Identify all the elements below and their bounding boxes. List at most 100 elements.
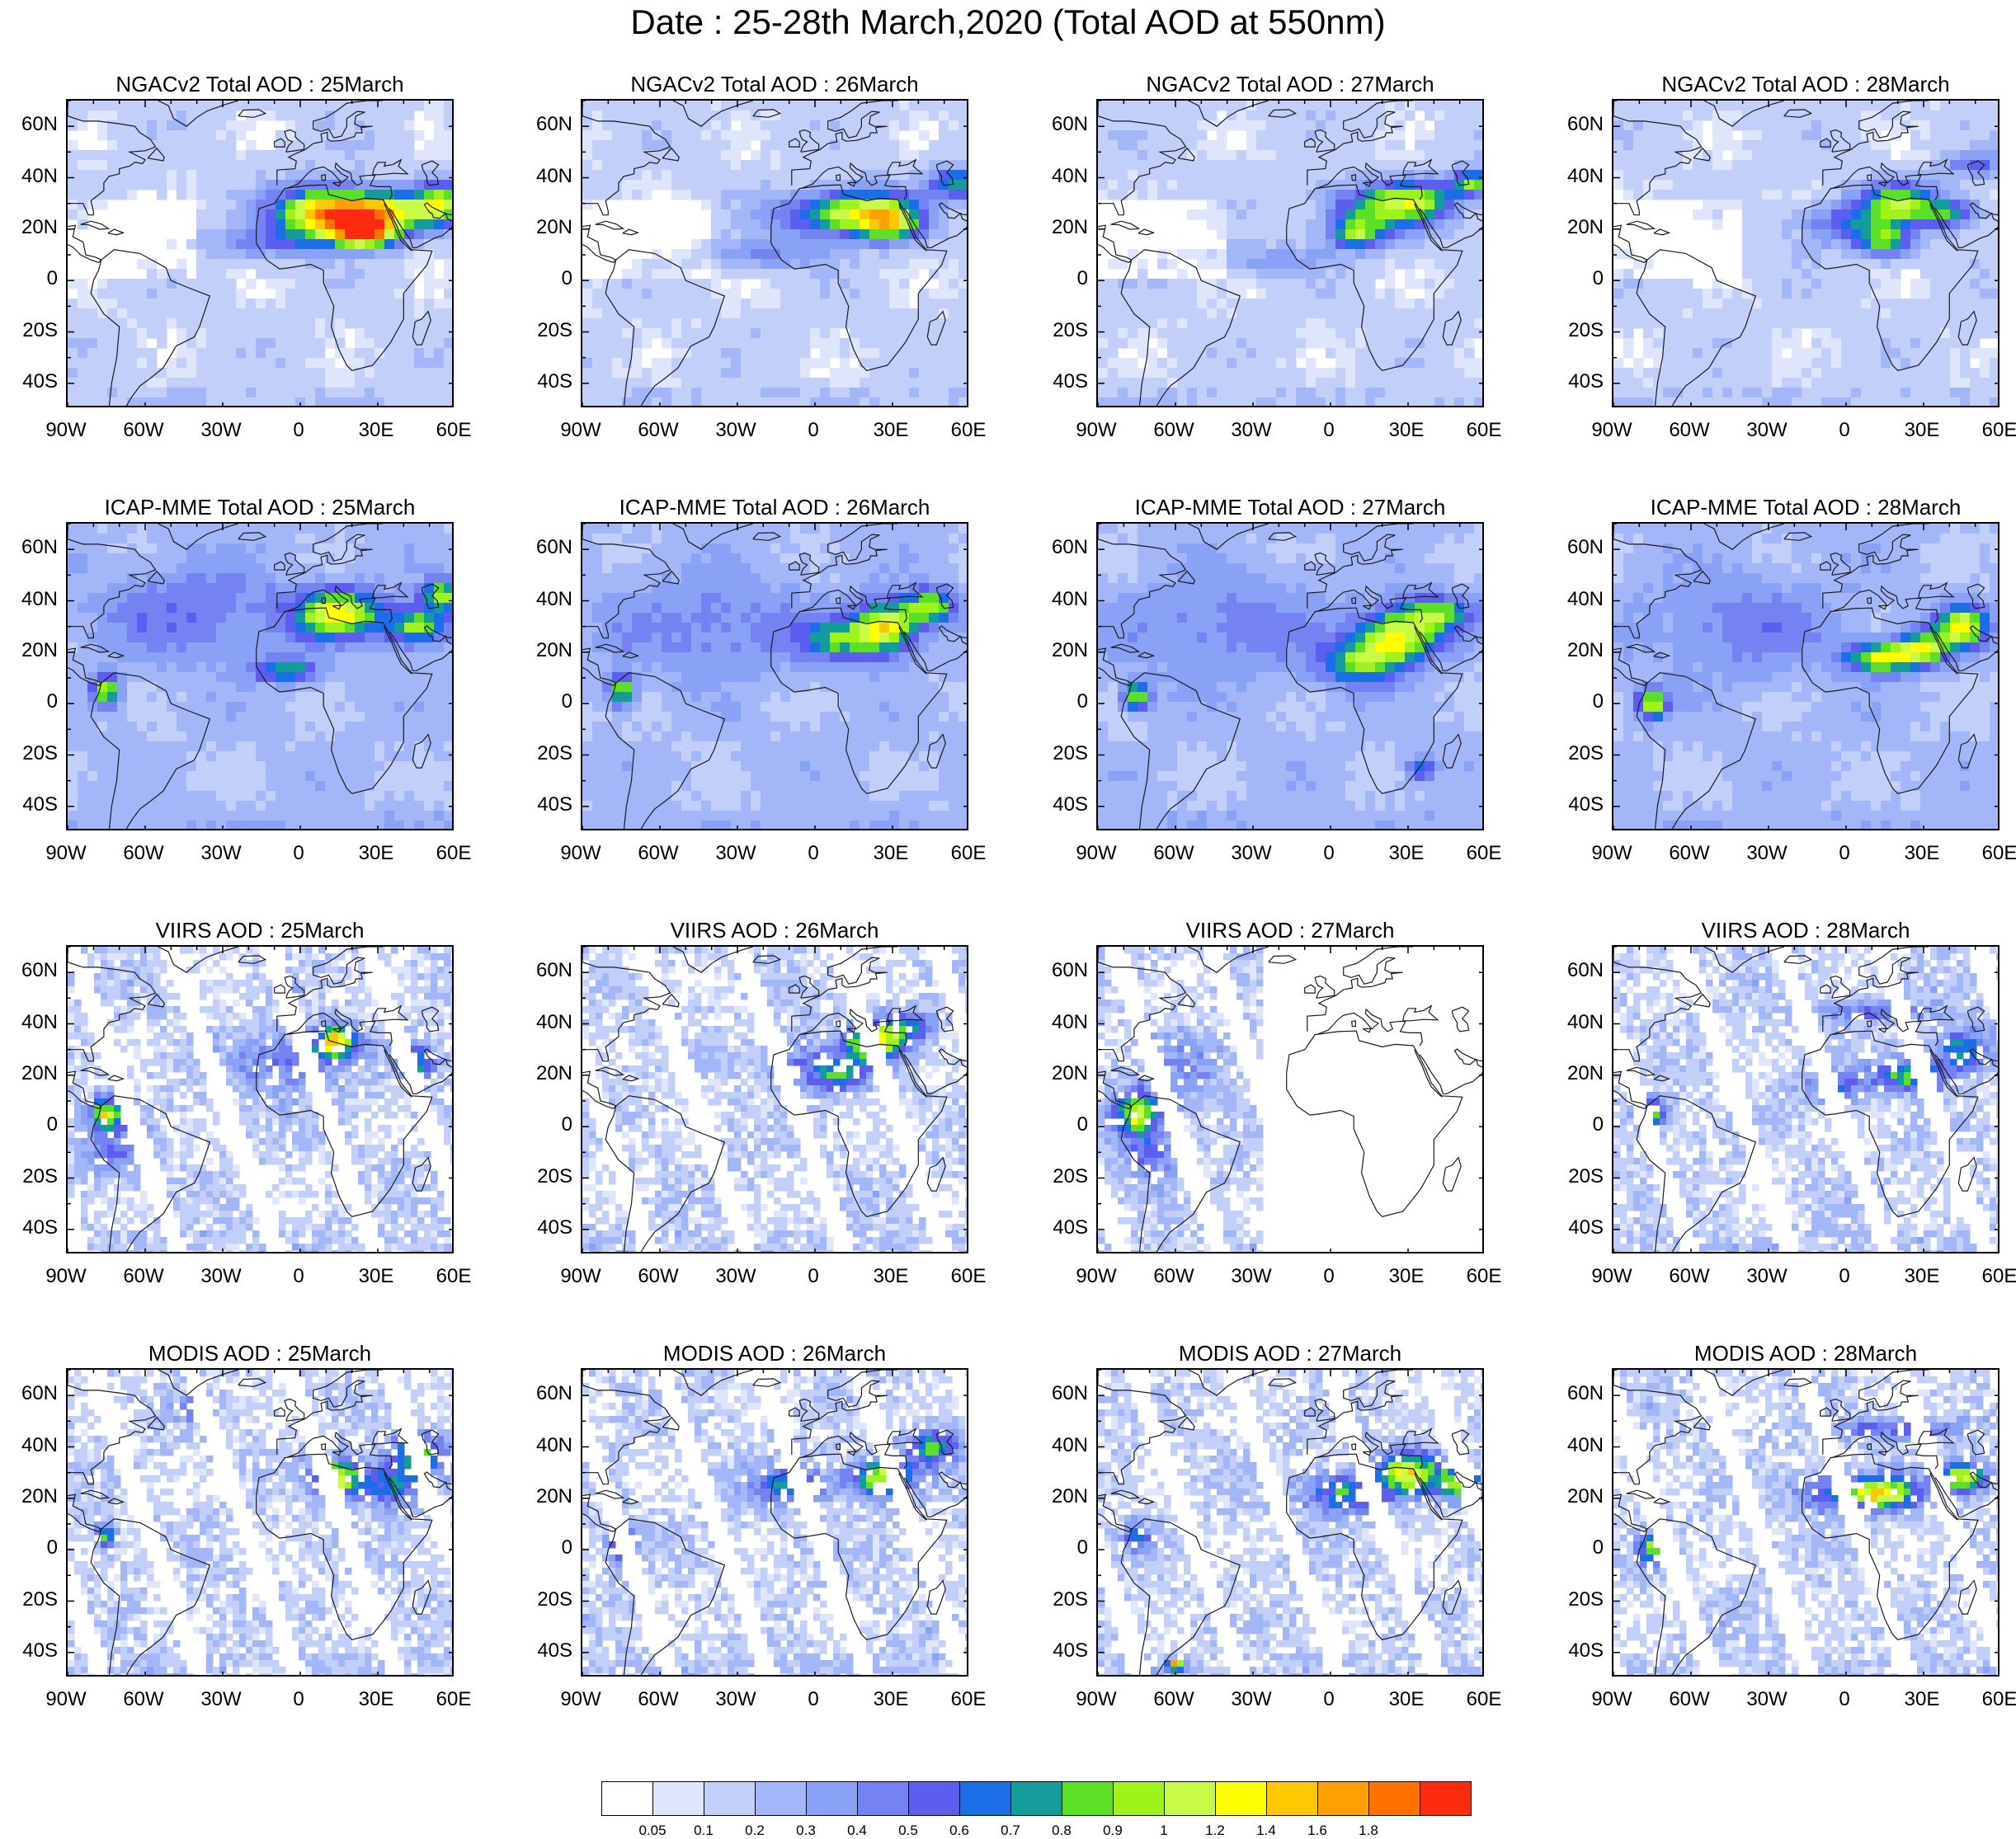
aod-map	[66, 1368, 454, 1677]
lon-label: 0	[1816, 1265, 1873, 1288]
coastline-europe	[1307, 947, 1414, 1032]
coastline-italySicily	[1363, 1028, 1371, 1032]
aod-cells	[68, 101, 454, 407]
lon-label: 0	[784, 1265, 842, 1288]
lat-label: 20N	[1030, 1485, 1088, 1508]
lat-label: 0	[0, 690, 58, 713]
aod-map	[1612, 1368, 2000, 1677]
coastline-cuba	[596, 221, 624, 229]
lon-label: 30W	[1222, 1688, 1280, 1711]
lon-label: 60W	[1660, 1688, 1718, 1711]
aod-map	[1096, 1368, 1484, 1677]
colorbar-swatch	[755, 1781, 807, 1816]
lat-label: 0	[1030, 690, 1088, 713]
lat-label: 0	[515, 690, 572, 713]
lon-label: 60W	[1660, 419, 1718, 442]
lat-label: 40N	[0, 165, 58, 188]
coastline-africa	[1287, 1031, 1463, 1216]
lon-label: 0	[270, 1688, 327, 1711]
panel-title: ICAP-MME Total AOD : 26March	[581, 494, 968, 520]
aod-map	[581, 522, 968, 830]
lon-label: 60W	[629, 419, 687, 442]
lon-label: 30E	[347, 1265, 405, 1288]
lon-label: 30W	[1738, 842, 1796, 865]
lat-label: 40S	[1546, 1639, 1604, 1663]
coastline-caspian	[1452, 1007, 1468, 1032]
panel-title: NGACv2 Total AOD : 27March	[1096, 71, 1484, 97]
lat-label: 60N	[1546, 113, 1604, 136]
lon-label: 30E	[1378, 1688, 1435, 1711]
lon-label: 30W	[1738, 1265, 1796, 1288]
aod-cells	[1613, 101, 2000, 407]
lon-label: 0	[784, 419, 842, 442]
coastline-cuba	[1111, 221, 1139, 229]
aod-cells	[1098, 101, 1484, 407]
lat-label: 40N	[0, 1434, 58, 1457]
panel-title: ICAP-MME Total AOD : 25March	[66, 494, 454, 520]
coastline-hispaniola	[108, 1075, 124, 1081]
colorbar-swatch	[704, 1781, 756, 1816]
lon-label: 30E	[862, 1688, 920, 1711]
lat-label: 20S	[515, 319, 572, 342]
lat-label: 0	[0, 1536, 58, 1559]
lat-label: 40N	[515, 165, 572, 188]
aod-map	[66, 522, 454, 830]
lat-label: 20N	[515, 639, 572, 662]
coastline-hispaniola	[623, 229, 638, 235]
coastline-sardinia	[1352, 1021, 1356, 1027]
lon-label: 30W	[192, 1688, 250, 1711]
lon-label: 0	[1816, 1688, 1873, 1711]
coastline-hispaniola	[1654, 229, 1670, 235]
lat-label: 60N	[515, 536, 572, 559]
lat-label: 20S	[0, 319, 58, 342]
lon-label: 90W	[37, 419, 95, 442]
lon-label: 60W	[115, 1265, 172, 1288]
aod-map	[581, 1368, 968, 1677]
lon-label: 90W	[1583, 419, 1641, 442]
lon-label: 30E	[347, 842, 405, 865]
lon-label: 60W	[629, 1688, 687, 1711]
lat-label: 40S	[515, 1639, 572, 1663]
lat-label: 40S	[1546, 370, 1604, 393]
coastline-mediterraneanNorth	[1317, 1009, 1422, 1046]
lat-label: 60N	[515, 959, 572, 982]
lon-label: 60E	[940, 1688, 997, 1711]
lon-label: 30E	[862, 842, 920, 865]
lon-label: 60E	[425, 1688, 483, 1711]
lat-label: 60N	[1030, 959, 1088, 982]
lon-label: 90W	[1583, 1265, 1641, 1288]
lon-label: 90W	[552, 1265, 610, 1288]
lon-label: 0	[1300, 842, 1358, 865]
lon-label: 0	[1300, 419, 1358, 442]
lat-label: 40S	[1030, 1216, 1088, 1239]
aod-cells	[1098, 947, 1264, 1253]
lat-label: 20N	[1546, 1062, 1604, 1085]
lat-label: 0	[1546, 690, 1604, 713]
lon-label: 90W	[1067, 1265, 1125, 1288]
colorbar-label: 0.05	[628, 1823, 677, 1839]
lat-label: 20N	[515, 216, 572, 239]
lon-label: 30W	[707, 419, 765, 442]
aod-map	[1096, 522, 1484, 830]
colorbar-label: 1.8	[1344, 1823, 1393, 1839]
lon-label: 60E	[1455, 419, 1513, 442]
aod-map	[1612, 99, 2000, 407]
lat-label: 40S	[515, 793, 572, 816]
lat-label: 0	[0, 1113, 58, 1136]
lon-label: 30W	[1222, 1265, 1280, 1288]
lat-label: 60N	[1030, 1382, 1088, 1405]
lat-label: 60N	[0, 536, 58, 559]
lon-label: 0	[1300, 1688, 1358, 1711]
coastline-iceland	[1269, 956, 1296, 963]
lon-label: 0	[270, 842, 327, 865]
lon-label: 30W	[192, 1265, 250, 1288]
lon-label: 30W	[1738, 1688, 1796, 1711]
colorbar-label: 1.6	[1293, 1823, 1342, 1839]
coastline-madagascar	[1443, 1158, 1461, 1192]
coastline-blackSea	[1403, 1006, 1438, 1021]
